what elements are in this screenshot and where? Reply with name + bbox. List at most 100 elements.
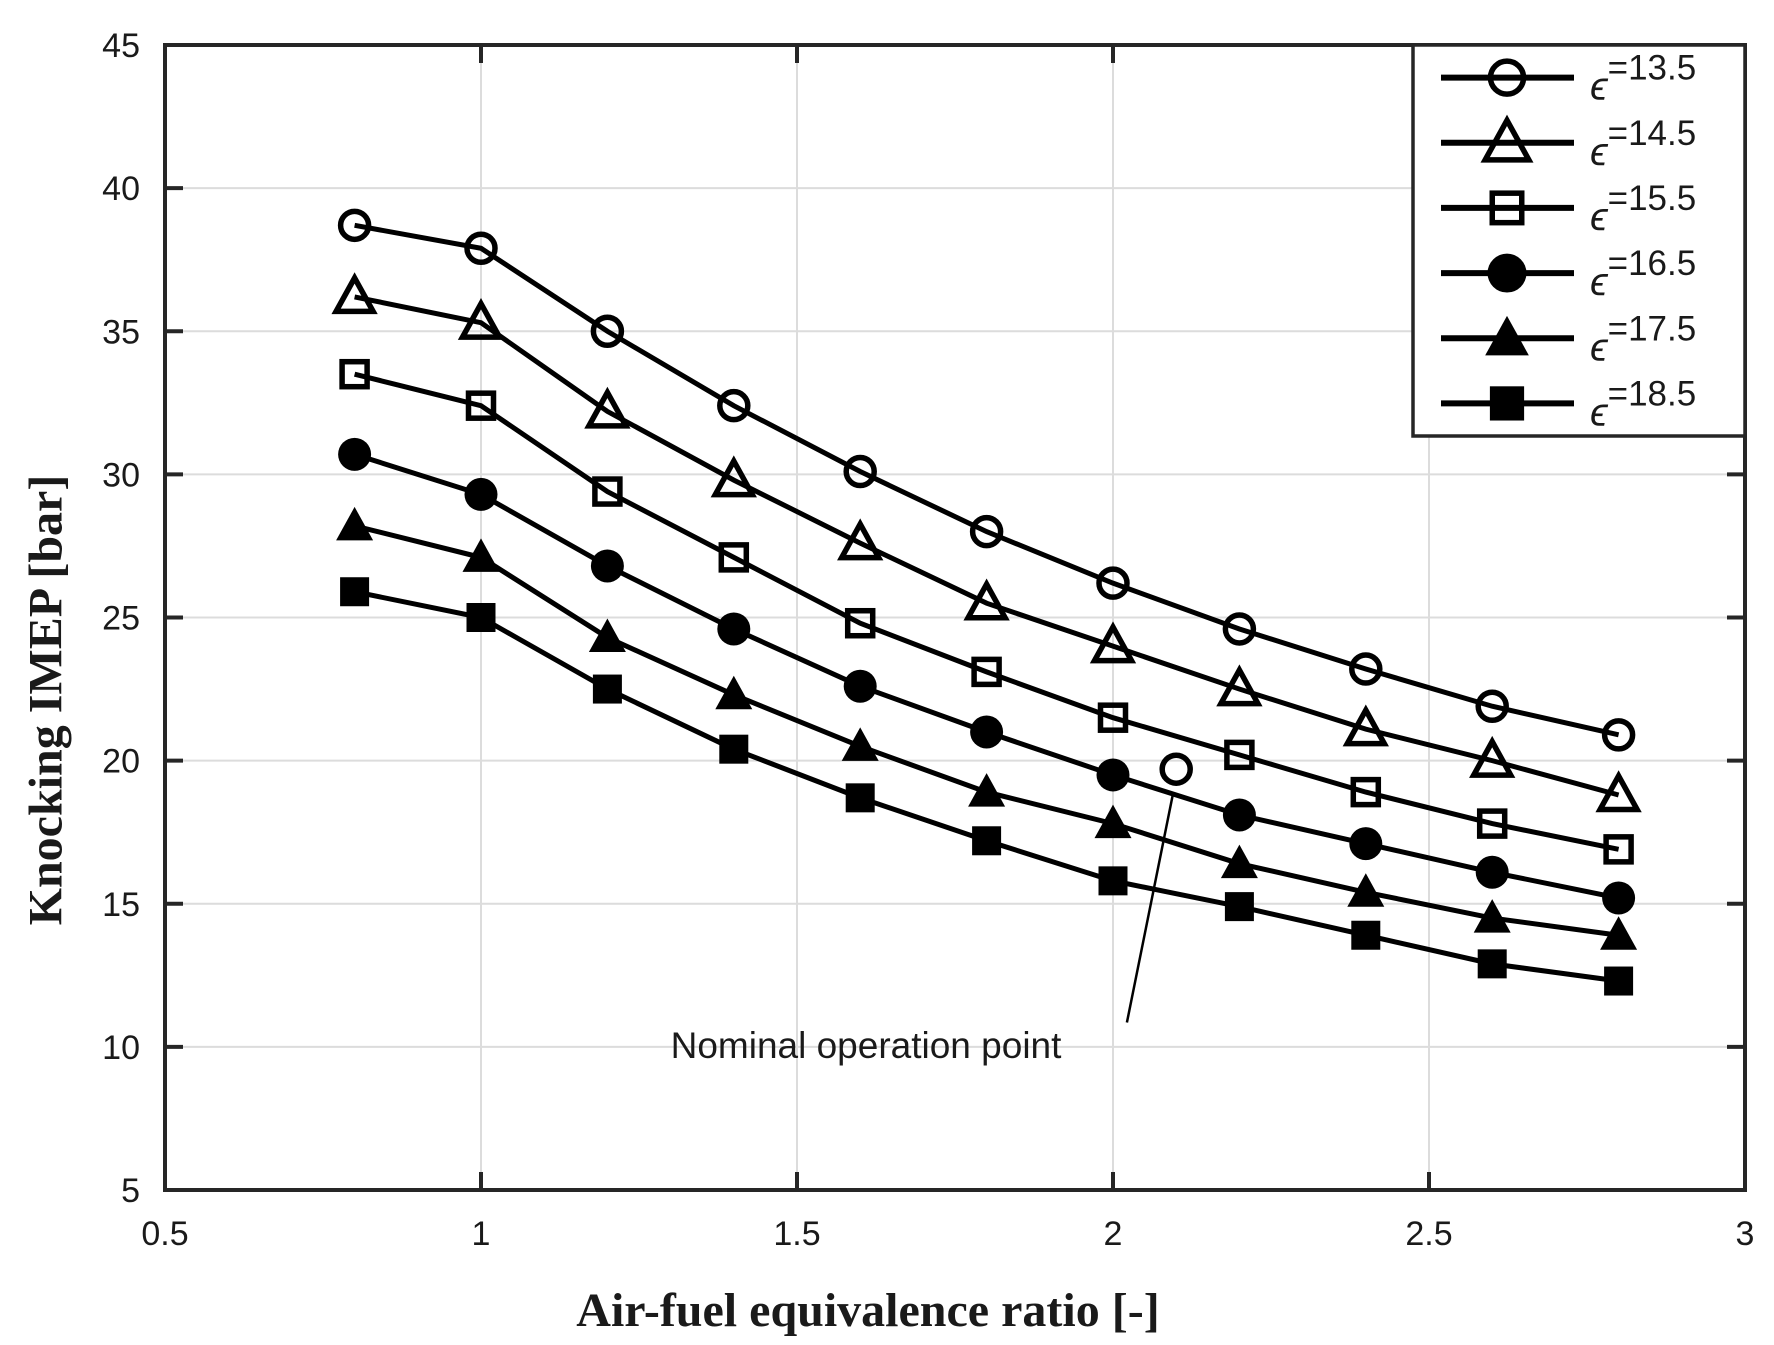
y-tick-label: 30 [102,456,140,494]
square-solid-icon [1098,866,1128,896]
square-open-icon [1603,834,1634,865]
triangle-solid-icon [588,618,626,653]
legend-entry-eps-15-5: ϵ=15.5 [1441,179,1696,239]
y-tick-label: 45 [102,27,140,65]
legend-entry-eps-18-5: ϵ=18.5 [1441,374,1696,434]
y-tick-label: 20 [102,743,140,781]
y-tick-label: 35 [102,313,140,351]
legend-box [1411,43,1747,438]
legend-entry-eps-13-5: ϵ=13.5 [1441,49,1696,109]
legend-entry-eps-17-5: ϵ=17.5 [1441,309,1696,369]
y-tick-label: 15 [102,886,140,924]
series-eps-17-5 [336,506,1638,950]
circle-solid-icon [1096,758,1130,792]
x-tick-label: 2.5 [1405,1215,1452,1253]
series-eps-14-5 [331,272,1642,813]
circle-solid-icon [338,437,372,471]
circle-solid-icon [717,612,751,646]
x-tick-label: 2 [1104,1215,1123,1253]
triangle-open-icon [457,297,505,340]
y-tick-label: 25 [102,600,140,638]
circle-open-icon [1096,566,1130,600]
triangle-open-icon [584,386,631,429]
triangle-open-icon [1595,770,1642,813]
x-tick-labels: 0.5 1 1.5 2 2.5 3 [141,1215,1754,1253]
series-line [353,371,1620,852]
x-tick-label: 1.5 [773,1215,820,1253]
triangle-solid-icon [1600,916,1638,950]
triangle-open-icon [710,455,757,498]
circle-solid-icon [590,549,624,583]
series-eps-18-5 [340,577,1634,996]
annotation-leader-line [1125,793,1175,1023]
triangle-solid-icon [1485,315,1529,356]
square-open-icon [465,390,497,421]
triangle-solid-icon [1220,844,1258,879]
triangle-solid-icon [841,727,879,761]
y-tick-label: 5 [121,1172,140,1210]
legend-entry-eps-14-5: ϵ=14.5 [1441,114,1696,174]
circle-open-icon [717,388,751,423]
circle-open-icon [464,231,498,265]
x-axis-title: Air-fuel equivalence ratio [-] [576,1284,1160,1337]
square-open-icon [339,358,370,390]
square-open-icon [718,542,750,573]
square-solid-icon [1604,966,1634,996]
series-eps-16-5 [338,437,1636,915]
triangle-open-icon [1342,704,1389,747]
triangle-open-icon [331,272,378,315]
circle-solid-icon [464,477,498,511]
triangle-open-icon [1216,664,1263,707]
y-tick-label: 10 [102,1029,140,1067]
square-solid-icon [1477,949,1507,979]
square-solid-icon [466,603,496,632]
triangle-open-icon [1089,621,1137,664]
circle-open-icon [1222,612,1257,646]
square-solid-icon [719,734,749,764]
square-open-icon [1224,739,1255,771]
triangle-solid-icon [462,538,500,572]
legend-label: ϵ=13.5 [1590,49,1696,109]
triangle-open-icon [1469,735,1516,778]
square-open-icon [844,607,876,639]
triangle-open-icon [963,578,1010,621]
series-eps-13-5 [337,208,1636,752]
annotation-text: Nominal operation point [670,1025,1062,1066]
square-open-icon [592,476,623,507]
legend-label: ϵ=15.5 [1590,179,1696,239]
circle-open-icon [590,314,625,348]
y-tick-label: 40 [102,170,140,208]
legend: ϵ=13.5ϵ=14.5ϵ=15.5ϵ=16.5ϵ=17.5ϵ=18.5 [1411,43,1747,438]
triangle-solid-icon [1094,804,1132,839]
circle-solid-icon [1602,881,1636,915]
legend-label: ϵ=16.5 [1590,244,1696,304]
circle-solid-icon [1487,253,1527,293]
circle-solid-icon [1475,855,1509,889]
circle-open-icon [337,208,372,243]
nominal-annotation [1125,752,1193,1023]
square-open-icon [1489,190,1525,226]
triangle-open-icon [1480,114,1534,163]
square-open-icon [1476,808,1508,839]
legend-entry-eps-16-5: ϵ=16.5 [1441,244,1696,304]
circle-open-icon [1601,718,1636,752]
x-tick-label: 0.5 [141,1215,188,1253]
square-solid-icon [1224,892,1254,922]
triangle-open-icon [837,518,884,561]
circle-open-icon [1487,58,1527,97]
triangle-solid-icon [715,675,753,710]
square-solid-icon [1351,920,1381,950]
circle-open-icon [969,514,1004,549]
x-tick-label: 3 [1736,1215,1755,1253]
legend-label: ϵ=17.5 [1590,309,1696,369]
square-solid-icon [1489,386,1525,421]
legend-label: ϵ=14.5 [1590,114,1696,174]
circle-open-icon [843,454,877,489]
square-solid-icon [340,577,370,607]
series-line [354,222,1620,738]
circle-open-icon [1475,689,1509,723]
circle-solid-icon [1349,827,1383,861]
triangle-solid-icon [1473,899,1511,933]
